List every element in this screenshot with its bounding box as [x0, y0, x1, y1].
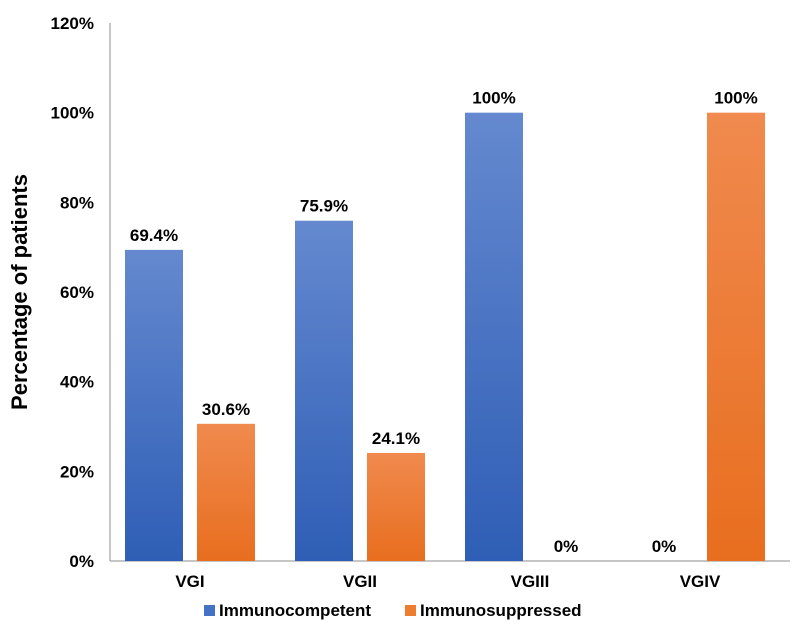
data-label: 0% [554, 537, 579, 556]
data-label: 30.6% [202, 400, 250, 419]
legend-label: Immunocompetent [219, 601, 371, 620]
bar-immunocompetent-vgii [295, 220, 353, 561]
labels-layer: 69.4% 30.6% 75.9% 24.1% 100% 0% 0% 100% [130, 89, 758, 556]
bar-immunosuppressed-vgii [367, 452, 425, 561]
bar-immunosuppressed-vgi [197, 423, 255, 561]
y-tick-label: 60% [60, 283, 94, 302]
data-label: 0% [652, 537, 677, 556]
bars-layer [125, 112, 765, 562]
x-tick-label: VGIII [511, 572, 550, 591]
y-tick-label: 80% [60, 193, 94, 212]
bar-immunosuppressed-vgiv [707, 112, 765, 562]
x-tick-label: VGI [175, 572, 204, 591]
y-tick-label: 120% [51, 14, 94, 33]
y-tick-label: 20% [60, 462, 94, 481]
legend-swatch [204, 605, 215, 616]
data-label: 75.9% [300, 197, 348, 216]
legend-item-immunosuppressed: Immunosuppressed [405, 601, 582, 620]
data-label: 24.1% [372, 429, 420, 448]
bar-immunocompetent-vgi [125, 249, 183, 561]
x-tick-label: VGIV [680, 572, 721, 591]
y-tick-label: 40% [60, 373, 94, 392]
legend-swatch [405, 605, 416, 616]
data-label: 100% [472, 89, 515, 108]
legend: Immunocompetent Immunosuppressed [204, 601, 582, 620]
y-tick-label: 100% [51, 104, 94, 123]
axes-layer: 0% 20% 40% 60% 80% 100% 120% Percentage of pati… [7, 14, 790, 591]
legend-label: Immunosuppressed [420, 601, 582, 620]
bar-immunocompetent-vgiii [465, 112, 523, 562]
y-axis-label: Percentage of patients [7, 174, 32, 410]
data-label: 69.4% [130, 226, 178, 245]
y-tick-label: 0% [69, 552, 94, 571]
x-tick-label: VGII [343, 572, 377, 591]
legend-item-immunocompetent: Immunocompetent [204, 601, 371, 620]
data-label: 100% [714, 89, 757, 108]
